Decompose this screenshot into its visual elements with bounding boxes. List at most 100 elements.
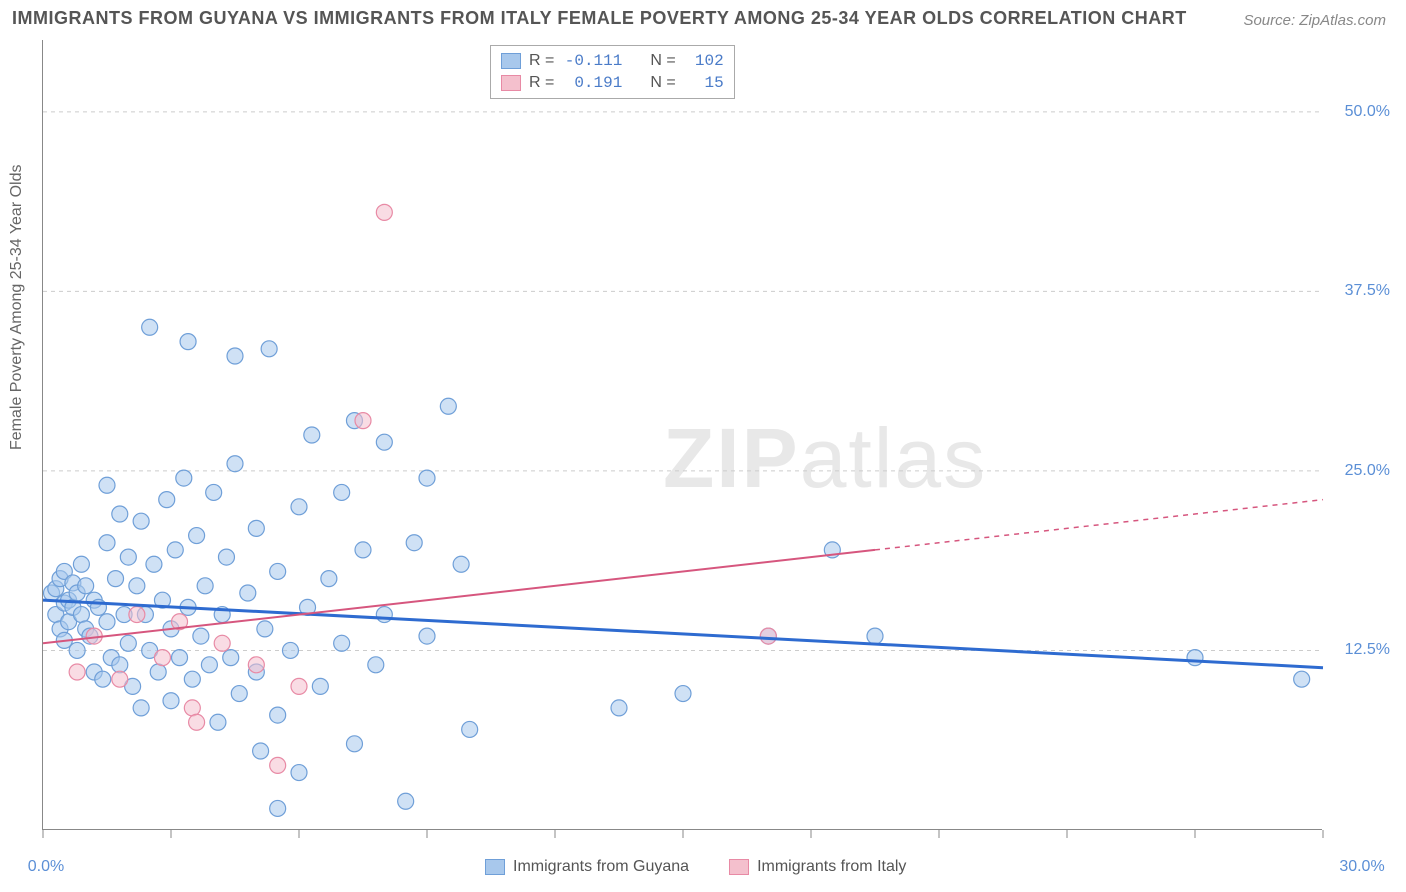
legend-swatch (501, 75, 521, 91)
data-point (227, 348, 243, 364)
data-point (73, 607, 89, 623)
data-point (120, 549, 136, 565)
data-point (270, 757, 286, 773)
data-point (376, 204, 392, 220)
data-point (398, 793, 414, 809)
legend-swatch (485, 859, 505, 875)
data-point (99, 614, 115, 630)
legend-series-item: Immigrants from Guyana (485, 858, 689, 876)
data-point (270, 563, 286, 579)
source-attribution: Source: ZipAtlas.com (1243, 12, 1386, 29)
data-point (312, 678, 328, 694)
data-point (304, 427, 320, 443)
y-tick-label: 25.0% (1330, 462, 1390, 480)
r-label: R = (529, 50, 554, 72)
data-point (257, 621, 273, 637)
data-point (355, 542, 371, 558)
data-point (184, 671, 200, 687)
n-value: 102 (684, 50, 724, 72)
data-point (291, 499, 307, 515)
data-point (253, 743, 269, 759)
data-point (159, 492, 175, 508)
legend-series: Immigrants from Guyana Immigrants from It… (485, 858, 906, 876)
data-point (120, 635, 136, 651)
data-point (440, 398, 456, 414)
legend-swatch (501, 53, 521, 69)
data-point (270, 800, 286, 816)
data-point (69, 642, 85, 658)
n-label: N = (650, 72, 675, 94)
r-label: R = (529, 72, 554, 94)
data-point (376, 434, 392, 450)
legend-series-label: Immigrants from Guyana (513, 858, 689, 876)
legend-correlation-row: R = 0.191 N = 15 (501, 72, 724, 94)
data-point (69, 664, 85, 680)
data-point (611, 700, 627, 716)
data-point (346, 736, 362, 752)
data-point (355, 413, 371, 429)
data-point (172, 650, 188, 666)
data-point (176, 470, 192, 486)
data-point (180, 334, 196, 350)
data-point (240, 585, 256, 601)
data-point (133, 513, 149, 529)
data-point (112, 671, 128, 687)
legend-correlation: R = -0.111 N = 102R = 0.191 N = 15 (490, 45, 735, 99)
chart-container: IMMIGRANTS FROM GUYANA VS IMMIGRANTS FRO… (0, 0, 1406, 892)
data-point (112, 657, 128, 673)
data-point (321, 571, 337, 587)
data-point (78, 578, 94, 594)
n-value: 15 (684, 72, 724, 94)
data-point (112, 506, 128, 522)
data-point (129, 578, 145, 594)
trend-line-extrapolated (875, 500, 1323, 550)
data-point (146, 556, 162, 572)
data-point (129, 607, 145, 623)
data-point (150, 664, 166, 680)
data-point (1187, 650, 1203, 666)
y-axis-label: Female Poverty Among 25-34 Year Olds (8, 165, 26, 451)
chart-title: IMMIGRANTS FROM GUYANA VS IMMIGRANTS FRO… (12, 8, 1187, 29)
data-point (291, 765, 307, 781)
data-point (163, 693, 179, 709)
r-value: 0.191 (562, 72, 622, 94)
data-point (167, 542, 183, 558)
data-point (73, 556, 89, 572)
r-value: -0.111 (562, 50, 622, 72)
x-tick-label-max: 30.0% (1339, 858, 1384, 876)
data-point (760, 628, 776, 644)
y-tick-label: 37.5% (1330, 282, 1390, 300)
data-point (1294, 671, 1310, 687)
legend-correlation-row: R =-0.111N =102 (501, 50, 724, 72)
y-tick-label: 50.0% (1330, 103, 1390, 121)
data-point (206, 484, 222, 500)
data-point (675, 686, 691, 702)
data-point (282, 642, 298, 658)
legend-series-label: Immigrants from Italy (757, 858, 906, 876)
data-point (142, 319, 158, 335)
data-point (218, 549, 234, 565)
data-point (95, 671, 111, 687)
data-point (419, 470, 435, 486)
data-point (223, 650, 239, 666)
data-point (368, 657, 384, 673)
data-point (453, 556, 469, 572)
data-point (248, 657, 264, 673)
x-tick-label-min: 0.0% (28, 858, 64, 876)
data-point (189, 714, 205, 730)
data-point (462, 721, 478, 737)
chart-svg (43, 40, 1322, 829)
data-point (376, 607, 392, 623)
data-point (334, 635, 350, 651)
data-point (261, 341, 277, 357)
data-point (99, 477, 115, 493)
data-point (270, 707, 286, 723)
legend-swatch (729, 859, 749, 875)
data-point (154, 650, 170, 666)
data-point (291, 678, 307, 694)
data-point (201, 657, 217, 673)
data-point (108, 571, 124, 587)
data-point (867, 628, 883, 644)
data-point (214, 635, 230, 651)
data-point (210, 714, 226, 730)
